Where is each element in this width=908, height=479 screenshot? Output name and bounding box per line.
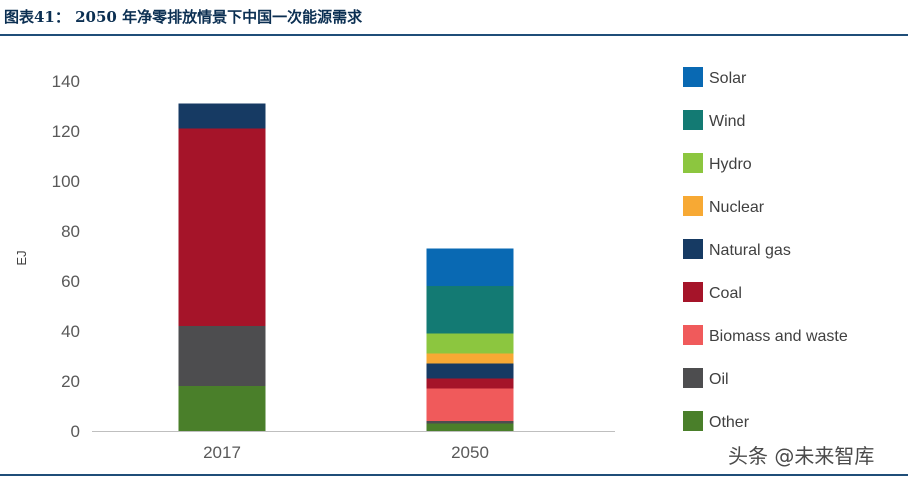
- y-tick-label: 20: [61, 372, 80, 391]
- legend-swatch: [683, 411, 703, 431]
- y-tick-label: 0: [71, 422, 80, 441]
- legend-label: Oil: [709, 371, 729, 388]
- bar-segment-coal-2050: [426, 378, 514, 389]
- legend-label: Solar: [709, 70, 747, 87]
- legend-label: Nuclear: [709, 199, 765, 216]
- bar-segment-oil-2050: [426, 421, 514, 424]
- legend-label: Biomass and waste: [709, 328, 848, 345]
- y-tick-label: 140: [52, 72, 80, 91]
- bar-segment-nuclear-2050: [426, 353, 514, 364]
- legend-label: Other: [709, 414, 750, 431]
- legend-swatch: [683, 196, 703, 216]
- watermark: 头条 @未来智库: [728, 444, 875, 468]
- legend-swatch: [683, 282, 703, 302]
- legend-swatch: [683, 239, 703, 259]
- figure-header: 图表41： 2050 年净零排放情景下中国一次能源需求: [0, 0, 908, 36]
- bar-segment-hydro-2050: [426, 333, 514, 354]
- y-tick-label: 80: [61, 222, 80, 241]
- legend-label: Wind: [709, 113, 745, 130]
- y-tick-label: 40: [61, 322, 80, 341]
- bar-segment-natural-gas-2017: [178, 103, 266, 129]
- y-tick-label: 100: [52, 172, 80, 191]
- figure-title: 图表41： 2050 年净零排放情景下中国一次能源需求: [4, 8, 363, 26]
- legend-swatch: [683, 325, 703, 345]
- legend-label: Hydro: [709, 156, 752, 173]
- legend-label: Coal: [709, 285, 742, 302]
- y-axis-label: EJ: [14, 250, 29, 265]
- header-divider: [0, 34, 908, 36]
- y-tick-label: 60: [61, 272, 80, 291]
- y-axis: 0 20 40 60 80 100 120 140 EJ: [14, 72, 80, 441]
- bar-segment-natural-gas-2050: [426, 363, 514, 379]
- bar-segment-solar-2050: [426, 248, 514, 286]
- bar-segment-biomass-and-waste-2050: [426, 388, 514, 421]
- legend-swatch: [683, 110, 703, 130]
- footer-divider: [0, 474, 908, 476]
- bar-segment-other-2017: [178, 386, 266, 431]
- x-axis: 2017 2050: [92, 431, 615, 462]
- bars: [178, 103, 514, 431]
- x-tick-label: 2017: [203, 443, 241, 462]
- legend-swatch: [683, 368, 703, 388]
- y-tick-label: 120: [52, 122, 80, 141]
- x-tick-label: 2050: [451, 443, 489, 462]
- bar-segment-coal-2017: [178, 128, 266, 326]
- legend: Solar Wind Hydro Nuclear Natural gas Coal Biom…: [683, 67, 848, 431]
- bar-segment-other-2050: [426, 423, 514, 431]
- legend-swatch: [683, 153, 703, 173]
- legend-swatch: [683, 67, 703, 87]
- legend-label: Natural gas: [709, 242, 791, 259]
- bar-segment-oil-2017: [178, 326, 266, 386]
- bar-segment-wind-2050: [426, 286, 514, 334]
